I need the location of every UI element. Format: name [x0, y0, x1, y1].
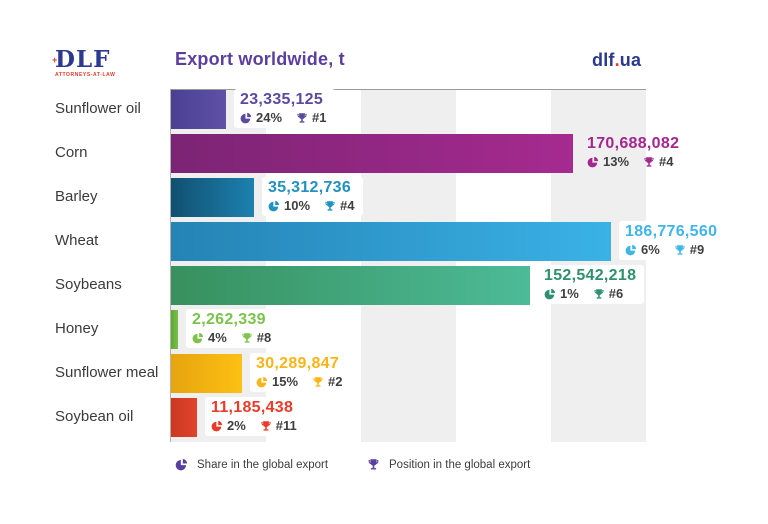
trophy-icon: [312, 376, 324, 388]
legend-position: Position in the global export: [367, 458, 530, 471]
value-block-sunflower-oil: 23,335,125 24% #1: [234, 89, 335, 128]
category-labels: Sunflower oil Corn Barley Wheat Soybeans…: [55, 89, 167, 441]
bar-value: 30,289,847: [256, 355, 340, 372]
category-label-sunflower-meal: Sunflower meal: [55, 364, 159, 381]
plot-area: 23,335,125 24% #1 170,688,082 13%: [170, 89, 726, 442]
pie-icon: [256, 376, 268, 388]
position-value: #6: [608, 286, 624, 301]
trophy-icon: [324, 200, 336, 212]
legend-share-label: Share in the global export: [197, 458, 329, 471]
pie-icon: [625, 244, 637, 256]
pie-icon: [268, 200, 280, 212]
position-value: #4: [340, 198, 355, 213]
position-value: #4: [659, 154, 674, 169]
category-label-barley: Barley: [55, 188, 98, 205]
trophy-icon: [674, 244, 686, 256]
position-value: #2: [328, 374, 343, 389]
bar-soybeans: [171, 266, 530, 305]
trophy-icon: [296, 112, 308, 124]
chart-row-sunflower-oil: 23,335,125 24% #1: [171, 89, 646, 129]
page-title: Export worldwide, t: [175, 49, 345, 69]
value-block-barley: 35,312,736 10% #4: [262, 177, 363, 216]
bar-value: 2,262,339: [192, 311, 266, 328]
pie-icon: [587, 156, 599, 168]
category-label-wheat: Wheat: [55, 232, 99, 249]
site-tld: ua: [619, 50, 642, 70]
legend-position-label: Position in the global export: [389, 458, 531, 471]
bar-value: 11,185,438: [211, 399, 294, 416]
category-label-sunflower-oil: Sunflower oil: [55, 100, 141, 117]
bar-sunflower-meal: [171, 354, 242, 393]
bar-sunflower-oil: [171, 90, 226, 129]
value-block-corn: 170,688,082 13% #4: [581, 133, 687, 172]
chart-row-honey: 2,262,339 4% #8: [171, 309, 646, 349]
position-value: #8: [256, 330, 272, 345]
bar-honey: [171, 310, 178, 349]
trophy-icon: [260, 420, 272, 432]
chart-row-corn: 170,688,082 13% #4: [171, 134, 679, 173]
share-value: 15%: [272, 374, 299, 389]
trophy-icon: [367, 458, 380, 471]
value-block-soybeans: 152,542,218 1% #6: [538, 265, 645, 304]
position-value: #11: [275, 418, 297, 433]
trophy-icon: [241, 332, 253, 344]
share-value: 2%: [227, 418, 246, 433]
chart-row-soybeans: 152,542,218 1% #6: [171, 265, 646, 305]
value-block-honey: 2,262,339 4% #8: [186, 309, 280, 348]
bar-barley: [171, 178, 254, 217]
bar-value: 23,335,125: [240, 91, 324, 108]
logo-plus-icon: +: [52, 55, 59, 65]
chart-legend: Share in the global export Position in t…: [0, 458, 768, 476]
pie-icon: [192, 332, 204, 344]
chart-row-soybean-oil: 11,185,438 2% #11: [171, 397, 646, 437]
value-block-soybean-oil: 11,185,438 2% #11: [205, 397, 305, 436]
position-value: #1: [312, 110, 327, 125]
pie-icon: [211, 420, 223, 432]
trophy-icon: [643, 156, 655, 168]
bar-value: 35,312,736: [268, 179, 352, 196]
bar-soybean-oil: [171, 398, 197, 437]
category-label-soybean-oil: Soybean oil: [55, 408, 134, 425]
pie-icon: [240, 112, 252, 124]
legend-share: Share in the global export: [175, 458, 328, 471]
pie-icon: [544, 288, 556, 300]
bar-wheat: [171, 222, 611, 261]
bar-value: 170,688,082: [587, 135, 680, 152]
chart-row-sunflower-meal: 30,289,847 15% #2: [171, 353, 646, 393]
share-value: 4%: [208, 330, 227, 345]
dlf-logo: + DLF ATTORNEYS-AT-LAW: [52, 46, 125, 78]
position-value: #9: [689, 242, 705, 257]
site-name: dlf: [592, 50, 615, 70]
category-label-soybeans: Soybeans: [55, 276, 122, 293]
chart-row-barley: 35,312,736 10% #4: [171, 177, 646, 217]
value-block-wheat: 186,776,560 6% #9: [619, 221, 726, 260]
bar-corn: [171, 134, 573, 173]
site-link[interactable]: dlf.ua: [592, 50, 641, 71]
category-label-honey: Honey: [55, 320, 99, 337]
site-dot: .: [614, 50, 620, 70]
pie-icon: [175, 458, 188, 471]
logo-wordmark: + DLF: [52, 46, 111, 73]
share-value: 13%: [603, 154, 630, 169]
share-value: 10%: [284, 198, 311, 213]
share-value: 1%: [560, 286, 579, 301]
logo-tagline: ATTORNEYS-AT-LAW: [55, 72, 116, 78]
value-block-sunflower-meal: 30,289,847 15% #2: [250, 353, 351, 392]
category-label-corn: Corn: [55, 144, 88, 161]
bar-value: 186,776,560: [625, 223, 718, 240]
chart-row-wheat: 186,776,560 6% #9: [171, 221, 726, 261]
share-value: 6%: [641, 242, 660, 257]
bar-value: 152,542,218: [544, 267, 637, 284]
share-value: 24%: [256, 110, 283, 125]
trophy-icon: [593, 288, 605, 300]
